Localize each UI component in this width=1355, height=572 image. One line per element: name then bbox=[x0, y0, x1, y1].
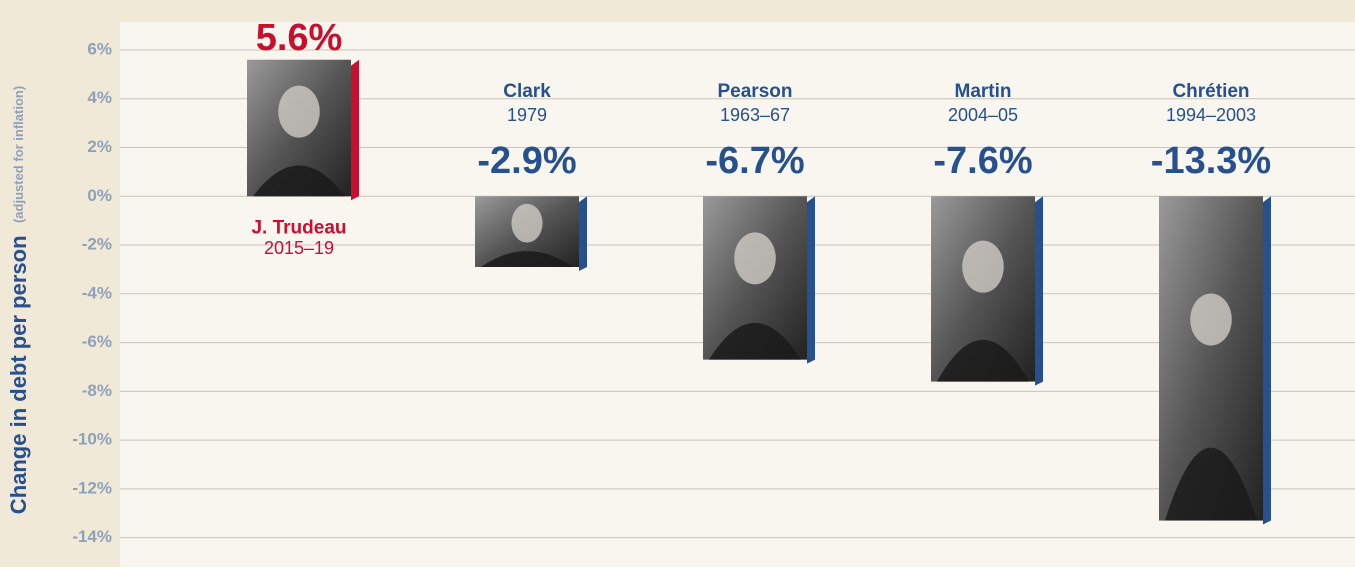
y-tick-label: 2% bbox=[87, 137, 112, 156]
y-axis-note: (adjusted for inflation) bbox=[11, 86, 26, 223]
y-tick-label: -8% bbox=[82, 381, 112, 400]
value-label: 5.6% bbox=[256, 17, 343, 59]
category-label: J. Trudeau bbox=[251, 217, 346, 238]
bar-edge bbox=[1263, 196, 1271, 525]
bar-edge bbox=[807, 196, 815, 364]
y-axis-title: Change in debt per person (adjusted for … bbox=[6, 86, 31, 514]
photo-shoulders bbox=[1165, 447, 1257, 521]
category-label: Martin bbox=[955, 81, 1012, 102]
y-tick-label: -12% bbox=[72, 478, 112, 497]
photo-shoulders bbox=[937, 339, 1029, 382]
bar-edge bbox=[579, 196, 587, 271]
photo-shoulders bbox=[481, 251, 573, 267]
bar-edge bbox=[351, 59, 359, 201]
value-label: -13.3% bbox=[1151, 140, 1271, 182]
y-tick-label: 6% bbox=[87, 39, 112, 58]
value-label: -2.9% bbox=[477, 140, 576, 182]
value-label: -7.6% bbox=[933, 140, 1032, 182]
period-label: 2004–05 bbox=[948, 105, 1018, 125]
y-tick-label: 0% bbox=[87, 186, 112, 205]
y-tick-label: -4% bbox=[82, 283, 112, 302]
photo-head bbox=[962, 240, 1004, 293]
photo-head bbox=[1190, 293, 1232, 346]
value-label: -6.7% bbox=[705, 140, 804, 182]
y-tick-label: 4% bbox=[87, 88, 112, 107]
category-label: Pearson bbox=[718, 81, 793, 102]
period-label: 1963–67 bbox=[720, 105, 790, 125]
photo-head bbox=[734, 232, 776, 285]
y-tick-label: -10% bbox=[72, 430, 112, 449]
y-axis-label: Change in debt per person bbox=[6, 235, 31, 514]
period-label: 2015–19 bbox=[264, 238, 334, 258]
period-label: 1994–2003 bbox=[1166, 105, 1256, 125]
photo-shoulders bbox=[709, 322, 801, 360]
y-tick-label: -2% bbox=[82, 235, 112, 254]
photo-head bbox=[278, 85, 320, 138]
category-label: Chrétien bbox=[1172, 81, 1249, 102]
y-tick-label: -6% bbox=[82, 332, 112, 351]
period-label: 1979 bbox=[507, 105, 547, 125]
photo-shoulders bbox=[253, 165, 345, 197]
photo-head bbox=[511, 203, 543, 243]
bar-edge bbox=[1035, 196, 1043, 386]
category-label: Clark bbox=[503, 81, 551, 102]
y-tick-label: -14% bbox=[72, 527, 112, 546]
